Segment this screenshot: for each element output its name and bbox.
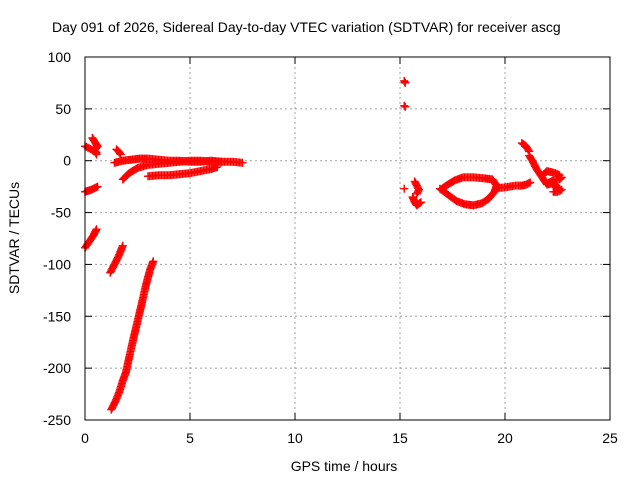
y-axis-label: SDTVAR / TECUs <box>6 182 22 294</box>
data-point <box>149 257 158 266</box>
data-point <box>400 101 409 110</box>
y-tick-label: -100 <box>43 256 71 272</box>
data-point <box>439 183 448 192</box>
data-point <box>217 157 226 166</box>
x-tick-label: 20 <box>497 430 513 446</box>
x-tick-labels: 0 5 10 15 20 25 <box>81 430 618 446</box>
plot-frame <box>84 56 611 421</box>
data-point <box>92 225 101 234</box>
data-point <box>417 198 425 207</box>
y-tick-label: -150 <box>43 308 71 324</box>
data-point <box>91 149 100 158</box>
data-point <box>93 182 102 191</box>
y-tick-label: 100 <box>48 49 72 65</box>
x-tick-label: 15 <box>392 430 408 446</box>
data-point <box>92 150 101 159</box>
grid-lines <box>85 57 610 420</box>
data-point <box>413 188 422 197</box>
data-point <box>412 189 421 198</box>
data-point <box>401 78 410 87</box>
y-tick-label: 50 <box>55 101 71 117</box>
data-point <box>118 241 127 250</box>
data-point <box>556 174 565 183</box>
data-point <box>415 198 424 207</box>
y-tick-label: 0 <box>63 153 71 169</box>
x-tick-label: 5 <box>186 430 194 446</box>
data-point <box>116 150 125 159</box>
y-tick-label: -200 <box>43 360 71 376</box>
data-point <box>524 146 533 155</box>
data-point <box>213 162 222 171</box>
data-points <box>81 76 566 414</box>
y-tick-label: -50 <box>51 205 71 221</box>
x-tick-label: 10 <box>287 430 303 446</box>
x-axis-label: GPS time / hours <box>291 458 398 474</box>
data-point <box>400 184 409 193</box>
axis-ticks <box>84 56 611 421</box>
data-point <box>526 178 535 187</box>
data-point <box>438 184 446 193</box>
chart-title: Day 091 of 2026, Sidereal Day-to-day VTE… <box>52 19 561 35</box>
x-tick-label: 0 <box>81 430 89 446</box>
data-point <box>401 102 410 111</box>
x-tick-label: 25 <box>602 430 618 446</box>
y-tick-label: -250 <box>43 412 71 428</box>
y-tick-labels: -250 -200 -150 -100 -50 0 50 100 <box>43 49 71 428</box>
data-point <box>557 173 566 182</box>
data-point <box>238 158 247 167</box>
data-point <box>557 185 566 194</box>
